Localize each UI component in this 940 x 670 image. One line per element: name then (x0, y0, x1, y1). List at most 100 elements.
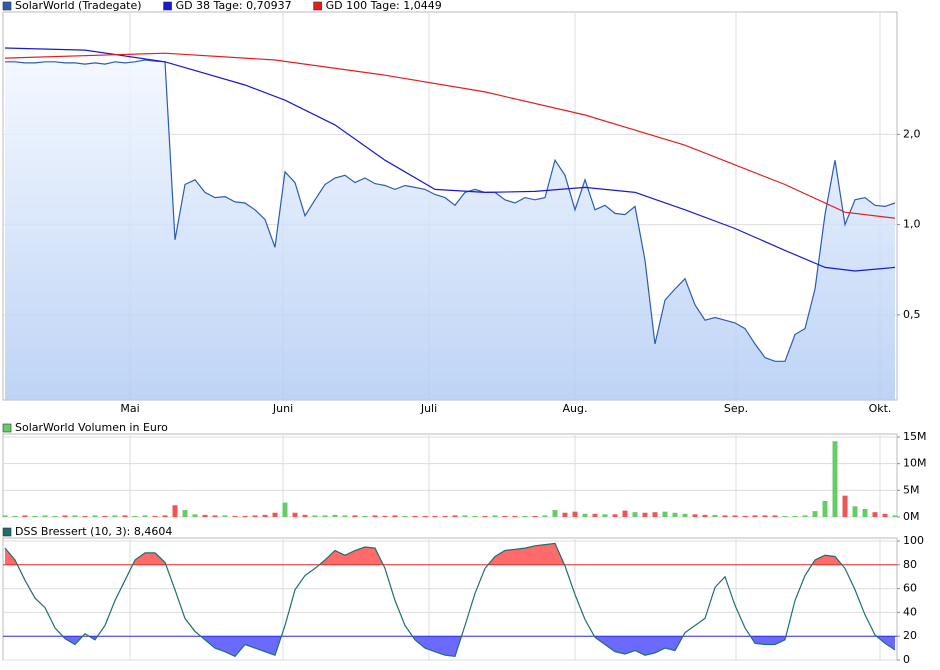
x-tick-label: Juli (420, 402, 437, 415)
legend-label: DSS Bressert (10, 3): 8,4604 (15, 525, 172, 538)
volume-bar (462, 515, 468, 517)
series-line (4, 542, 896, 658)
volume-bar (392, 515, 398, 517)
volume-bar (862, 509, 868, 517)
volume-bar (712, 514, 718, 517)
x-tick-label: Aug. (563, 402, 588, 415)
volume-bar (692, 514, 698, 517)
volume-bar (522, 515, 528, 517)
legend-label: GD 38 Tage: 0,70937 (176, 0, 292, 12)
volume-bar (772, 515, 778, 517)
volume-bar (52, 515, 58, 517)
volume-bar (212, 515, 218, 517)
volume-bar (492, 515, 498, 517)
volume-bar (622, 510, 628, 517)
volume-bar (592, 513, 598, 517)
volume-bar (182, 510, 188, 517)
volume-bar (102, 515, 108, 517)
y-tick-label: 5M (903, 483, 920, 496)
panel-frame (2, 433, 898, 518)
legend-label: GD 100 Tage: 1,0449 (326, 0, 442, 12)
volume-bar (632, 512, 638, 517)
volume-bar (362, 515, 368, 517)
legend-swatch (163, 1, 172, 11)
volume-bar (272, 512, 278, 517)
volume-bar (402, 515, 408, 517)
volume-bar (252, 515, 258, 517)
volume-bar (542, 515, 548, 517)
y-tick-label: 0 (903, 653, 910, 666)
price-area (5, 60, 895, 400)
volume-bar (322, 515, 328, 517)
y-tick-label: 1,0 (903, 218, 921, 231)
volume-bar (842, 495, 848, 517)
volume-bar (242, 515, 248, 517)
volume-bar (152, 515, 158, 517)
volume-bar (802, 515, 808, 517)
volume-bar (192, 514, 198, 517)
volume-bar (432, 515, 438, 517)
volume-bar (702, 514, 708, 517)
band-area (62, 636, 895, 657)
volume-bar (282, 502, 288, 517)
volume-bar (42, 515, 48, 517)
volume-bar (342, 515, 348, 517)
y-tick-label: 10M (903, 457, 927, 470)
y-tick-label: 20 (903, 629, 917, 642)
volume-bar (442, 515, 448, 517)
y-tick-label: 40 (903, 605, 917, 618)
volume-bar (762, 515, 768, 517)
volume-bar (562, 512, 568, 517)
volume-bar (352, 515, 358, 517)
volume-bar (682, 513, 688, 517)
volume-bar (872, 512, 878, 517)
volume-bar (422, 515, 428, 517)
volume-bar (82, 515, 88, 517)
series-line (4, 52, 896, 219)
volume-bar (382, 515, 388, 517)
volume-bar (22, 515, 28, 517)
y-tick-label: 80 (903, 558, 917, 571)
volume-bar (832, 441, 838, 517)
legend-swatch (2, 1, 12, 11)
volume-bar (142, 515, 148, 517)
volume-bar (572, 511, 578, 517)
x-tick-label: Juni (272, 402, 293, 415)
series-line (4, 47, 896, 272)
volume-bar (852, 506, 858, 517)
y-tick-label: 100 (903, 534, 924, 547)
volume-bar (732, 515, 738, 517)
x-tick-label: Sep. (724, 402, 748, 415)
volume-bar (132, 515, 138, 517)
legend-label: SolarWorld Volumen in Euro (15, 421, 168, 434)
volume-bar (12, 515, 18, 517)
volume-bar (532, 515, 538, 517)
y-tick-label: 0,5 (903, 308, 921, 321)
y-tick-label: 15M (903, 430, 927, 443)
volume-bar (292, 512, 298, 517)
legend-swatch (2, 527, 12, 537)
volume-bar (92, 515, 98, 517)
volume-bar (232, 515, 238, 517)
volume-bar (172, 505, 178, 517)
volume-bar (752, 515, 758, 517)
volume-bar (262, 514, 268, 517)
volume-bar (72, 515, 78, 517)
volume-bar (812, 511, 818, 517)
volume-bar (512, 515, 518, 517)
volume-bar (742, 515, 748, 517)
x-tick-label: Mai (120, 402, 139, 415)
volume-bar (612, 514, 618, 517)
volume-bar (602, 514, 608, 517)
volume-bar (502, 515, 508, 517)
y-tick-label: 60 (903, 582, 917, 595)
volume-bar (472, 515, 478, 517)
volume-bar (722, 515, 728, 517)
volume-bar (62, 515, 68, 517)
volume-bar (642, 512, 648, 517)
volume-bar (412, 515, 418, 517)
volume-bar (662, 511, 668, 517)
volume-bar (782, 515, 788, 517)
